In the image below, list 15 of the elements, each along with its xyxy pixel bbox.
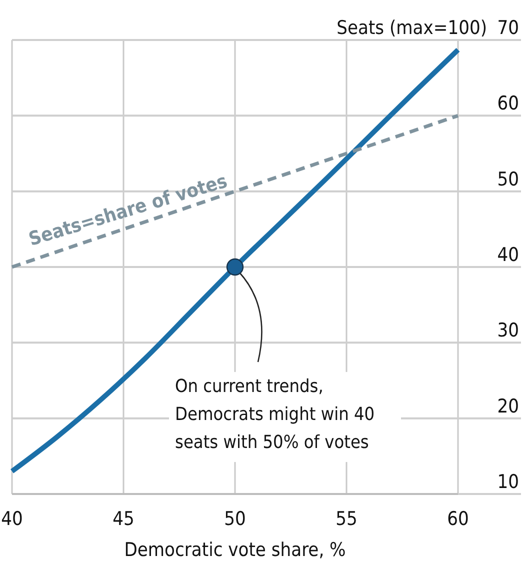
y-axis-title: Seats (max=100) xyxy=(336,17,487,39)
x-tick-label: 60 xyxy=(447,508,469,530)
annotation: On current trends, Democrats might win 40 seats with 50% of votes xyxy=(175,376,375,453)
x-tick-label: 55 xyxy=(336,508,358,530)
y-tick-label: 50 xyxy=(497,168,519,190)
y-tick-label: 60 xyxy=(497,92,519,115)
y-tick-label: 40 xyxy=(497,244,519,266)
x-tick-label: 50 xyxy=(224,508,246,530)
y-tick-label: 10 xyxy=(497,471,519,493)
y-tick-label: 30 xyxy=(497,320,519,342)
y-tick-label: 70 xyxy=(497,17,519,39)
x-tick-label: 45 xyxy=(112,508,134,530)
x-tick-label: 40 xyxy=(1,508,23,530)
y-tick-label: 20 xyxy=(497,395,519,418)
x-axis-title: Democratic vote share, % xyxy=(124,539,346,561)
